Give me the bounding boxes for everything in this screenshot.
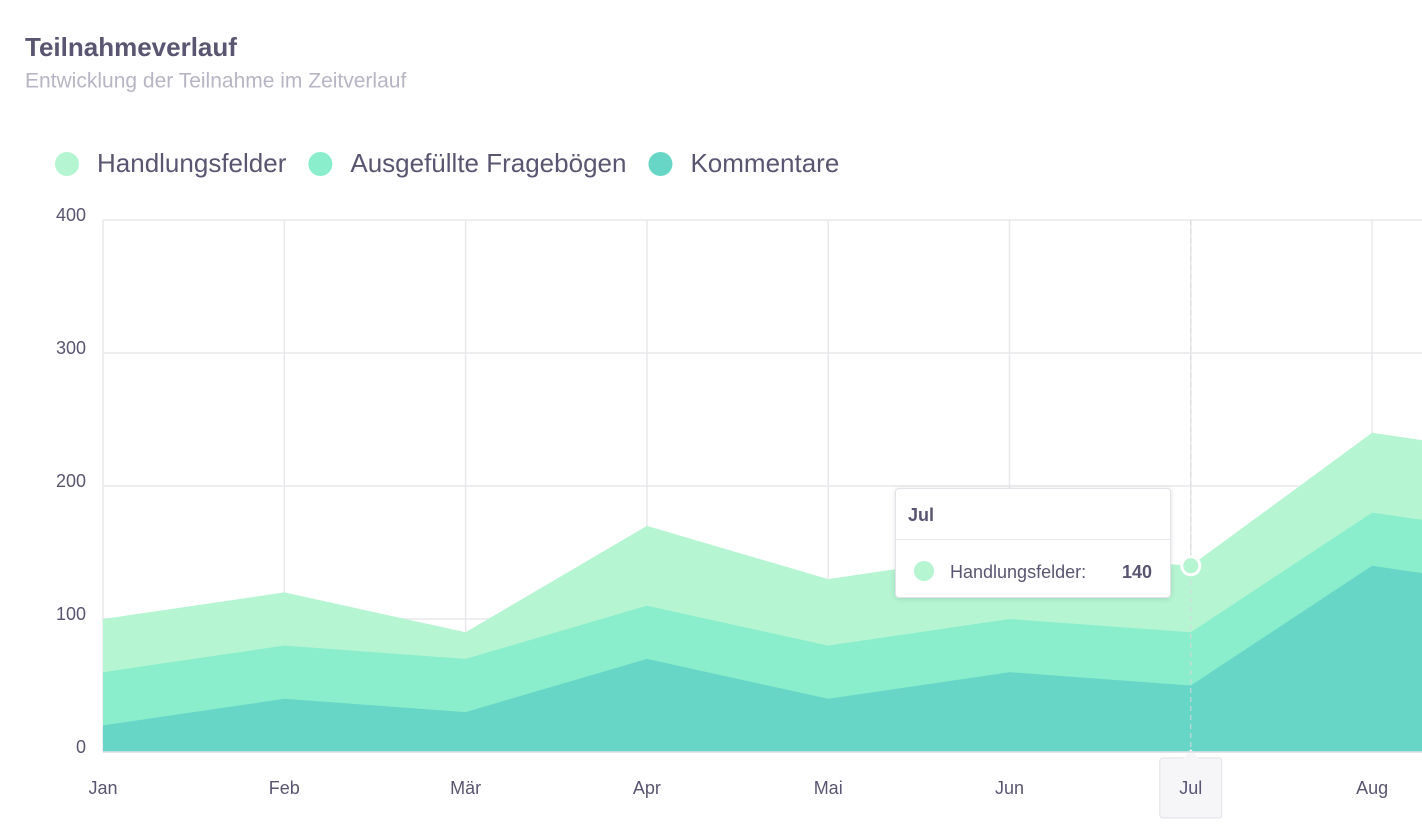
legend-swatch bbox=[308, 152, 333, 176]
tooltip-title: Jul bbox=[896, 489, 1170, 540]
hover-marker bbox=[1180, 555, 1202, 577]
tooltip-swatch bbox=[914, 561, 934, 581]
y-tick-label: 400 bbox=[56, 205, 86, 225]
area bbox=[103, 565, 1422, 752]
x-tick-label: Jan bbox=[88, 778, 117, 798]
y-tick-label: 300 bbox=[56, 338, 86, 358]
tooltip-label: Handlungsfelder bbox=[950, 561, 1086, 583]
legend-swatch bbox=[648, 152, 673, 176]
y-tick-label: 100 bbox=[56, 604, 86, 624]
y-tick-label: 0 bbox=[76, 737, 86, 757]
tooltip-value: 140 bbox=[1122, 562, 1153, 582]
legend-label: Kommentare bbox=[690, 148, 839, 178]
x-tick-label: Aug bbox=[1356, 778, 1388, 798]
x-label-pointer bbox=[1182, 749, 1199, 759]
y-tick-label: 200 bbox=[56, 471, 86, 491]
x-tick-label: Jul bbox=[1179, 778, 1202, 798]
x-tick-label: Mai bbox=[814, 778, 843, 798]
x-tick-label: Feb bbox=[269, 778, 300, 798]
legend-label: Handlungsfelder bbox=[97, 148, 287, 178]
x-tick-label: Jun bbox=[995, 778, 1024, 798]
x-tick-label: Apr bbox=[633, 778, 661, 798]
chart-subtitle: Entwicklung der Teilnahme im Zeitverlauf bbox=[25, 70, 406, 93]
tooltip: Jul Handlungsfelder 140 bbox=[895, 488, 1171, 598]
x-tick-label: Mär bbox=[450, 778, 481, 798]
legend-swatch bbox=[55, 152, 79, 176]
chart-title: Teilnahmeverlauf bbox=[25, 32, 237, 62]
legend-label: Ausgefüllte Fragebögen bbox=[350, 148, 626, 178]
